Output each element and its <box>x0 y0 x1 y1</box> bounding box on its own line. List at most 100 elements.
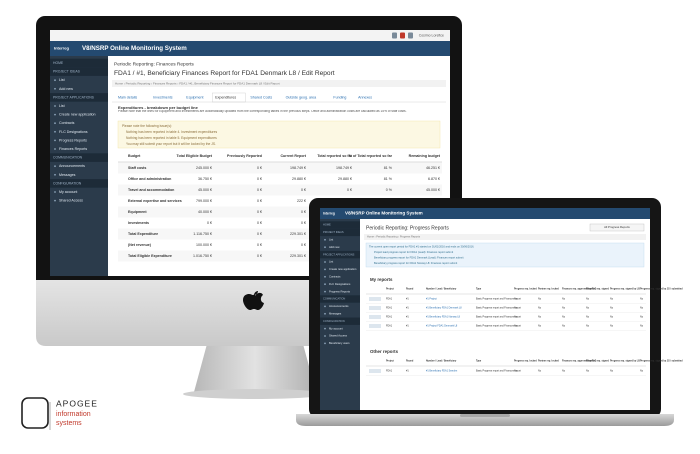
sidebar-item[interactable]: My account <box>59 190 77 194</box>
table-cell: 29.880 € <box>338 177 352 181</box>
sidebar-item[interactable]: My account <box>329 326 343 330</box>
tab[interactable]: Annexes <box>358 95 372 99</box>
sidebar-icon <box>324 335 326 337</box>
table-cell: (Net revenue) <box>128 243 152 247</box>
table-header: Type <box>476 361 482 363</box>
table-header: Number / Lead / Beneficiary <box>426 289 457 291</box>
table-cell: No <box>610 325 614 328</box>
sidebar-icon <box>324 275 326 278</box>
laptop-screen: Interreg V8/NSRP Online Monitoring System… <box>320 208 683 410</box>
section-title: Periodic Reporting: Progress Reports <box>366 225 449 231</box>
sidebar-item[interactable]: List <box>59 78 65 82</box>
sidebar-icon <box>54 173 56 176</box>
tab[interactable]: Main details <box>118 95 137 99</box>
sidebar-item[interactable]: Create new application <box>329 267 357 271</box>
row-actions <box>369 306 381 310</box>
table-cell: 198.749 € <box>336 166 352 170</box>
table-cell: FDA1 <box>386 325 393 328</box>
sidebar-heading: PROJECT APPLICATIONS <box>53 95 95 99</box>
table-cell: 0 % <box>386 188 393 192</box>
sidebar-item[interactable]: Messages <box>329 312 342 316</box>
table-row-bg <box>118 250 442 262</box>
table-cell: 0 € <box>257 243 262 247</box>
table-cell: 81 % <box>384 177 393 181</box>
sidebar-icon <box>54 87 56 90</box>
table-cell: No <box>562 298 566 301</box>
sidebar-item[interactable]: List <box>329 238 333 242</box>
table-cell: No <box>538 325 542 328</box>
table-header: Finances rep. approved by FLC <box>562 289 597 291</box>
sidebar-item[interactable]: Contracts <box>329 275 341 279</box>
sidebar-heading-bg <box>320 228 360 237</box>
table-cell: #1 Project FDA1 Denmark L8 <box>426 325 458 328</box>
row-actions <box>369 369 381 373</box>
sidebar-item[interactable]: Add new <box>329 245 340 249</box>
sidebar-icon <box>54 79 56 82</box>
sidebar-item[interactable]: Messages <box>59 173 76 177</box>
info-line: Beneficiary progress report for FDA1 Nor… <box>374 261 457 265</box>
sidebar-item[interactable]: Shared Access <box>329 334 348 338</box>
table-title: Other reports <box>370 349 399 354</box>
table-cell: 6.870 € <box>428 177 440 181</box>
sidebar-item[interactable]: FLC Designations <box>329 282 351 286</box>
table-cell: FDA1 <box>386 316 393 319</box>
table-cell: No <box>562 316 566 319</box>
sidebar-item[interactable]: Shared Access <box>59 199 83 203</box>
table-cell: 1.116.750 € <box>193 232 212 236</box>
table-cell: 0 € <box>257 199 262 203</box>
table-header: Round <box>406 289 414 291</box>
sidebar-item[interactable]: Announcements <box>329 304 349 308</box>
table-header: Budget <box>128 154 141 158</box>
sidebar-item[interactable]: Announcements <box>59 164 85 168</box>
table-header: Progress rep. signed by JS / submitted <box>640 360 683 363</box>
sidebar-item[interactable]: Progress Reports <box>59 138 87 142</box>
warning-line: Please note the following issue(s): <box>122 124 172 128</box>
table-header: Remaining budget <box>409 154 441 158</box>
sidebar-icon <box>54 199 56 202</box>
sidebar-item[interactable]: Contracts <box>59 121 75 125</box>
table-header: Current Report <box>280 154 306 158</box>
button <box>589 223 645 232</box>
table-cell: No <box>538 307 542 310</box>
breadcrumb: Home › Periodic Reporting › Progress Rep… <box>367 235 421 239</box>
table-header: Round <box>406 361 414 363</box>
table-cell: Total Expenditure <box>128 232 158 236</box>
sidebar-item[interactable]: List <box>59 104 65 108</box>
button-label[interactable]: All Progress Reports <box>604 225 630 229</box>
table-cell: No <box>562 325 566 328</box>
warning-box <box>117 120 441 149</box>
table-cell: #1 <box>406 307 409 310</box>
sidebar-item[interactable]: Beneficiary users <box>329 341 350 345</box>
table-cell: No <box>562 370 566 373</box>
table-cell: No <box>586 316 590 319</box>
tab[interactable]: Investments <box>153 95 173 99</box>
tab[interactable]: Equipment <box>186 95 203 99</box>
sidebar-heading: CONFIGURATION <box>53 181 82 185</box>
brand: Interreg <box>54 46 69 51</box>
sidebar-icon <box>324 238 326 241</box>
sidebar-heading: HOME <box>53 61 64 65</box>
sidebar-item[interactable]: FLC Designations <box>59 130 88 134</box>
sidebar <box>320 219 360 410</box>
table-cell: 799.000 € <box>196 199 212 203</box>
tab[interactable]: Shared Costs <box>250 95 272 99</box>
sidebar-item[interactable]: Create new application <box>59 113 96 117</box>
tab[interactable]: Funding <box>333 95 346 99</box>
header-icon <box>408 32 413 39</box>
sidebar-item[interactable]: Add new <box>59 87 73 91</box>
sidebar-icon <box>54 139 56 142</box>
breadcrumb-bg <box>364 234 646 240</box>
table-cell: No <box>586 370 590 373</box>
tab[interactable]: Outside geog. area <box>286 95 317 99</box>
tab[interactable]: Expenditures <box>215 95 236 99</box>
table-cell: 0 € <box>257 221 262 225</box>
sidebar-heading-bg <box>50 67 108 76</box>
logo-line: information <box>56 411 91 418</box>
table-cell: 0 € <box>257 188 262 192</box>
sidebar-item[interactable]: Finances Reports <box>59 147 87 151</box>
sidebar-item[interactable]: Progress Reports <box>329 289 351 293</box>
sidebar-icon <box>324 305 326 308</box>
table-cell: No <box>640 370 644 373</box>
sidebar-item[interactable]: List <box>329 260 333 264</box>
